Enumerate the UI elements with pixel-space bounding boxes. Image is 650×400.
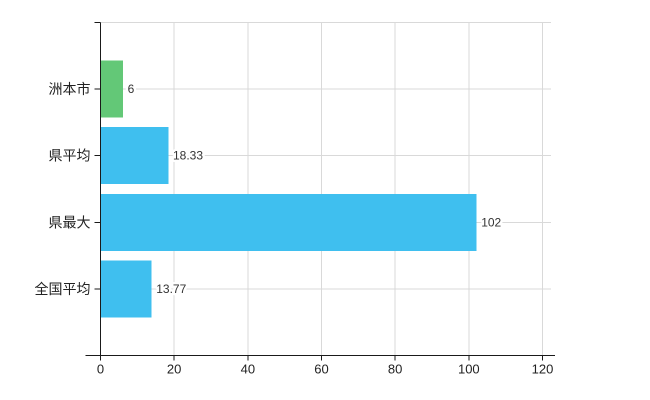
bar: [101, 260, 152, 318]
category-label: 県最大: [49, 214, 91, 230]
bar-value-label: 18.33: [173, 149, 203, 163]
bar-value-label: 13.77: [156, 282, 186, 296]
bar: [101, 60, 124, 118]
x-tick-label: 0: [97, 362, 104, 377]
x-tick-label: 100: [458, 362, 480, 377]
x-tick-label: 40: [241, 362, 255, 377]
x-tick-label: 60: [314, 362, 328, 377]
bar-value-label: 102: [481, 215, 501, 229]
category-label: 全国平均: [35, 281, 91, 297]
category-label: 県平均: [49, 148, 91, 164]
x-tick-label: 20: [167, 362, 181, 377]
category-label: 洲本市: [49, 81, 91, 97]
x-tick-label: 80: [388, 362, 402, 377]
x-tick-label: 120: [532, 362, 554, 377]
bar: [101, 127, 169, 185]
bar: [101, 193, 477, 251]
bar-value-label: 6: [128, 82, 135, 96]
